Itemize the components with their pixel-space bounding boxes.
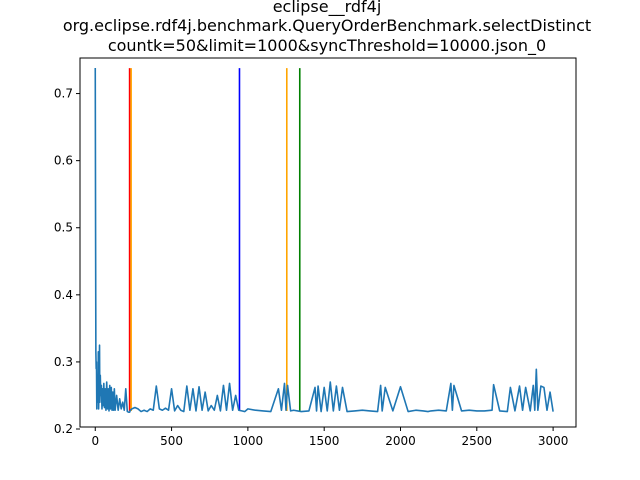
vertical-markers xyxy=(128,68,301,411)
title-line-2: org.eclipse.rdf4j.benchmark.QueryOrderBe… xyxy=(63,16,591,35)
y-tick-label: 0.7 xyxy=(54,87,73,101)
y-tick-label: 0.5 xyxy=(54,221,73,235)
title-line-3: countk=50&limit=1000&syncThreshold=10000… xyxy=(108,36,546,56)
x-tick-label: 3000 xyxy=(538,434,569,448)
x-tick-label: 2500 xyxy=(462,434,493,448)
x-tick-label: 1500 xyxy=(309,434,340,448)
x-tick-label: 1000 xyxy=(233,434,264,448)
title-line-1: eclipse__rdf4j xyxy=(273,0,382,17)
series-line-1 xyxy=(94,68,554,414)
y-tick-label: 0.2 xyxy=(54,422,73,436)
chart-title: eclipse__rdf4j org.eclipse.rdf4j.benchma… xyxy=(63,0,591,56)
x-tick-label: 500 xyxy=(160,434,183,448)
x-tick-label: 0 xyxy=(91,434,99,448)
y-tick-label: 0.4 xyxy=(54,288,73,302)
axes-frame xyxy=(79,57,577,428)
y-tick-label: 0.3 xyxy=(54,355,73,369)
x-axis: 0 500 1000 1500 2000 2500 3000 xyxy=(91,427,568,448)
y-tick-label: 0.6 xyxy=(54,154,73,168)
x-tick-label: 2000 xyxy=(385,434,416,448)
y-axis: 0.2 0.3 0.4 0.5 0.6 0.7 xyxy=(54,87,80,436)
series-group xyxy=(94,68,554,414)
